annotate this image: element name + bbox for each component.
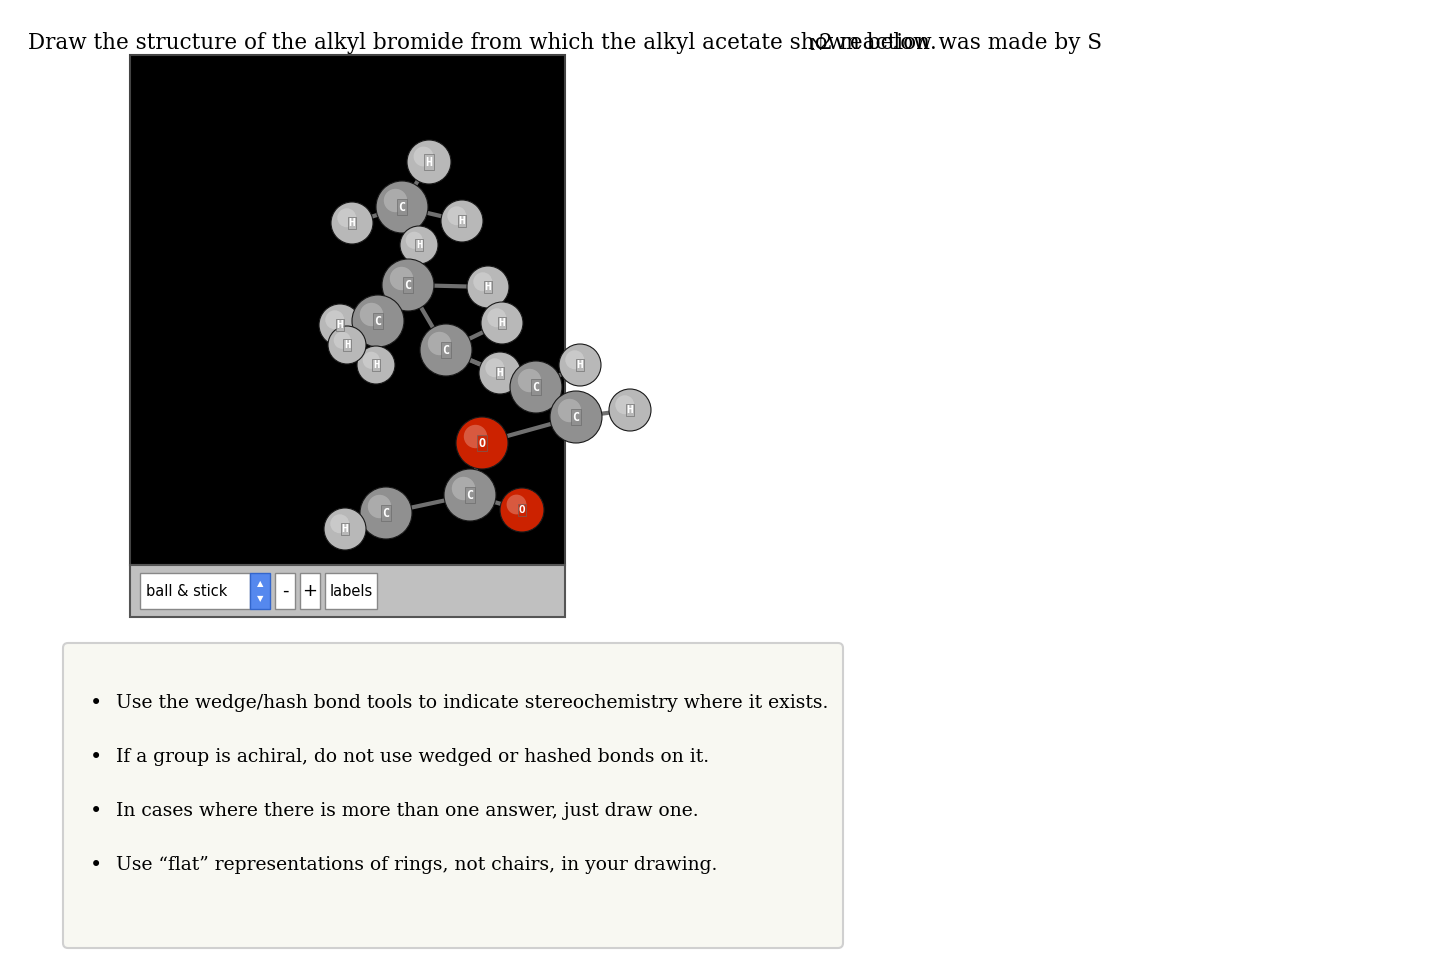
Text: H: H [497,368,503,378]
Circle shape [443,469,496,521]
Circle shape [464,424,487,448]
Circle shape [334,331,350,349]
FancyBboxPatch shape [275,573,295,609]
Text: •: • [90,801,102,821]
Text: H: H [349,218,355,228]
Text: N: N [810,37,823,54]
Text: In cases where there is more than one answer, just draw one.: In cases where there is more than one an… [116,802,698,820]
Circle shape [448,207,467,225]
Circle shape [359,303,384,326]
Circle shape [500,488,544,532]
Text: C: C [382,507,390,519]
Circle shape [441,200,483,242]
Circle shape [457,417,507,469]
Circle shape [558,399,582,422]
Text: H: H [426,156,432,169]
Text: H: H [416,240,422,250]
Text: •: • [90,693,102,713]
FancyBboxPatch shape [129,55,566,565]
Text: H: H [484,282,491,292]
Text: 2 reaction.: 2 reaction. [819,32,936,54]
Circle shape [324,508,366,550]
Circle shape [478,352,521,394]
Circle shape [510,361,563,413]
Text: C: C [404,278,411,291]
FancyBboxPatch shape [140,573,250,609]
Text: H: H [499,318,506,328]
Text: C: C [375,315,381,327]
Text: ▲: ▲ [257,579,263,588]
Text: ball & stick: ball & stick [145,583,227,599]
Circle shape [406,231,423,249]
Text: H: H [372,360,379,370]
Text: C: C [467,488,474,502]
Text: +: + [302,582,317,600]
Circle shape [566,350,585,369]
Circle shape [413,147,433,167]
Circle shape [326,311,345,329]
Circle shape [550,391,602,443]
Circle shape [407,140,451,184]
Circle shape [481,302,523,344]
Text: H: H [342,524,349,534]
Circle shape [400,226,438,264]
Circle shape [318,304,361,346]
Circle shape [382,259,433,311]
FancyBboxPatch shape [129,565,566,617]
Text: If a group is achiral, do not use wedged or hashed bonds on it.: If a group is achiral, do not use wedged… [116,748,710,766]
Circle shape [452,477,475,500]
Text: Draw the structure of the alkyl bromide from which the alkyl acetate shown below: Draw the structure of the alkyl bromide … [28,32,1102,54]
Circle shape [474,272,493,291]
Text: H: H [458,216,465,226]
Circle shape [329,326,366,364]
Circle shape [332,202,374,244]
Circle shape [615,395,634,415]
Text: H: H [337,320,343,330]
Circle shape [352,295,404,347]
Text: O: O [478,436,486,450]
Text: H: H [577,360,583,370]
Circle shape [420,324,473,376]
FancyBboxPatch shape [300,573,320,609]
Text: •: • [90,855,102,875]
Text: -: - [282,582,288,600]
Text: H: H [627,405,634,415]
Text: C: C [573,411,580,423]
Circle shape [384,189,407,213]
Text: O: O [519,505,525,515]
Circle shape [486,359,505,377]
Text: Use “flat” representations of rings, not chairs, in your drawing.: Use “flat” representations of rings, not… [116,856,717,874]
Circle shape [467,266,509,308]
Circle shape [609,389,651,431]
Text: C: C [442,344,449,357]
Circle shape [362,352,379,368]
Circle shape [506,495,526,514]
Text: C: C [532,380,539,394]
Circle shape [427,332,451,355]
FancyBboxPatch shape [63,643,843,948]
Circle shape [337,209,356,227]
Circle shape [377,181,427,233]
Circle shape [487,309,506,327]
Text: •: • [90,747,102,767]
Circle shape [330,514,349,533]
Circle shape [368,495,391,518]
Circle shape [361,487,411,539]
Circle shape [358,346,395,384]
Text: ▼: ▼ [257,594,263,603]
Circle shape [518,368,541,392]
Text: H: H [345,340,350,350]
Text: C: C [398,201,406,214]
Text: Use the wedge/hash bond tools to indicate stereochemistry where it exists.: Use the wedge/hash bond tools to indicat… [116,694,829,712]
Circle shape [390,267,413,290]
Text: labels: labels [330,583,372,599]
FancyBboxPatch shape [326,573,377,609]
Circle shape [558,344,601,386]
FancyBboxPatch shape [250,573,270,609]
